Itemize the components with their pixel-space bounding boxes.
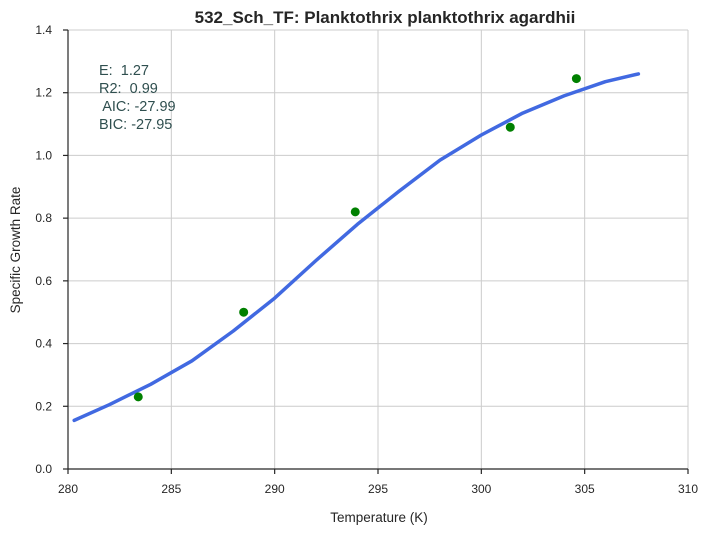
axis-ticks: 280 285 290 295 300 305 310 0.0 0.2 0.4 0.6 0.8 1.0 1… — [35, 23, 698, 496]
x-tick-label: 290 — [265, 482, 285, 496]
fit-curve — [72, 72, 641, 423]
x-axis-label: Temperature (K) — [330, 510, 428, 525]
stat-aic: AIC: -27.99 — [99, 99, 176, 115]
stat-r2: R2: 0.99 — [99, 81, 158, 97]
y-tick-label: 0.6 — [35, 274, 52, 288]
y-axis-label: Specific Growth Rate — [8, 187, 23, 314]
data-point — [571, 74, 581, 84]
y-tick-label: 0.0 — [35, 462, 52, 476]
x-tick-label: 300 — [471, 482, 491, 496]
y-tick-label: 1.2 — [35, 86, 52, 100]
data-point — [350, 207, 360, 217]
fit-statistics: E: 1.27 R2: 0.99 AIC: -27.99 BIC: -27.95 — [99, 63, 176, 133]
x-tick-label: 295 — [368, 482, 388, 496]
y-tick-label: 1.4 — [35, 23, 52, 37]
stat-bic: BIC: -27.95 — [99, 117, 172, 133]
data-point — [239, 307, 249, 317]
data-point — [505, 122, 515, 132]
x-tick-label: 305 — [575, 482, 595, 496]
y-tick-label: 0.8 — [35, 211, 52, 225]
y-tick-label: 0.2 — [35, 399, 52, 413]
grid — [68, 29, 689, 469]
data-point — [133, 392, 143, 402]
x-tick-label: 280 — [58, 482, 78, 496]
y-tick-label: 0.4 — [35, 337, 52, 351]
x-tick-label: 285 — [161, 482, 181, 496]
stat-e: E: 1.27 — [99, 63, 149, 79]
chart-title: 532_Sch_TF: Planktothrix planktothrix ag… — [195, 8, 576, 27]
data-series — [72, 72, 641, 423]
x-tick-label: 310 — [678, 482, 698, 496]
y-tick-label: 1.0 — [35, 148, 52, 162]
